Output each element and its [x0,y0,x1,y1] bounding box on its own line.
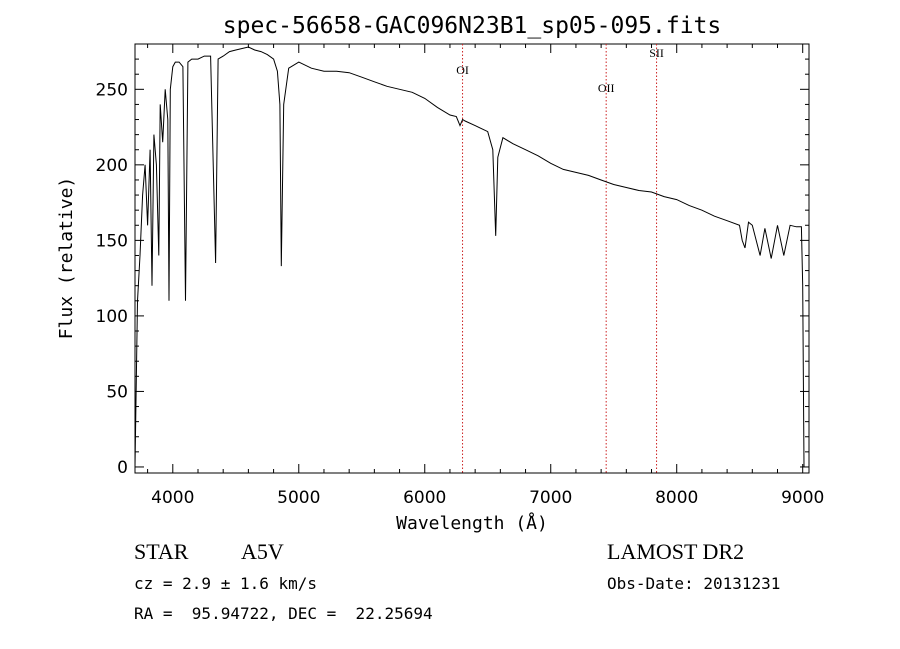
x-tick-label: 5000 [277,488,320,508]
y-tick-label: 150 [96,231,128,251]
survey-name: LAMOST DR2 [607,539,745,564]
cz-value: cz = 2.9 ± 1.6 km/s [134,574,318,593]
x-tick-label: 9000 [781,488,824,508]
x-axis-label: Wavelength (Å) [396,512,548,534]
x-axis: 4000 5000 6000 7000 8000 9000 [147,44,824,508]
y-tick-label: 250 [96,80,128,100]
x-tick-label: 6000 [403,488,446,508]
x-tick-label: 8000 [655,488,698,508]
spectral-class: A5V [241,539,284,564]
x-tick-label: 7000 [529,488,572,508]
y-tick-label: 50 [106,382,128,402]
y-tick-label: 0 [117,458,128,478]
marker-label-sii: SII [649,46,664,60]
object-type: STAR [134,539,189,564]
plot-frame [134,43,810,474]
marker-label-oi: OI [456,63,469,77]
marker-label-oii: OII [598,81,615,95]
y-tick-label: 200 [96,156,128,176]
y-axis-label: Flux (relative) [56,177,77,340]
y-axis: 0 50 100 150 200 250 [96,58,809,478]
obs-date: Obs-Date: 20131231 [607,574,781,593]
spectrum-line [134,46,805,468]
y-tick-label: 100 [96,307,128,327]
x-tick-label: 4000 [151,488,194,508]
coordinates: RA = 95.94722, DEC = 22.25694 [134,604,433,623]
line-markers: OI OII SII [456,44,664,473]
chart-title: spec-56658-GAC096N23B1_sp05-095.fits [223,13,722,39]
